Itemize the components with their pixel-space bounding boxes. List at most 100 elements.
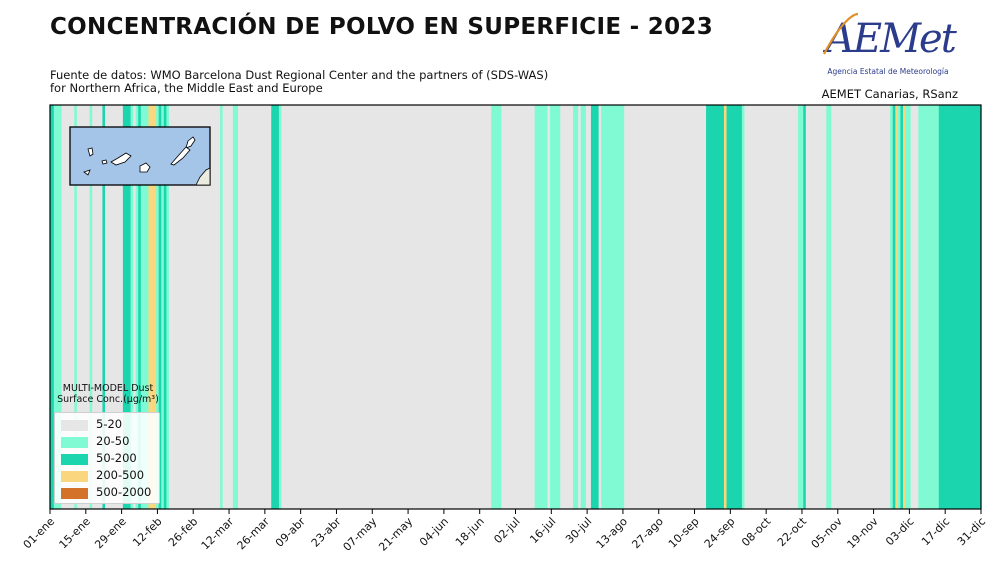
logo-wordmark: AEMet [822,16,958,62]
day-band [762,105,766,509]
day-band [867,105,871,509]
day-band [258,105,262,509]
gran-canaria-island [139,162,151,173]
day-band [764,105,768,509]
day-band [76,105,80,509]
day-band [261,105,264,509]
day-band [966,105,970,509]
la-gomera-island [101,159,108,165]
legend-swatch [61,437,88,448]
day-band [700,105,704,509]
day-band [933,105,937,509]
day-band [821,105,825,509]
la-palma-island [87,147,94,157]
x-tick-label: 19-nov [845,515,882,552]
day-band [381,105,385,509]
day-band [399,105,403,509]
day-band [478,105,482,509]
day-band [253,105,257,509]
day-band [856,105,860,509]
source-line-2: for Northern Africa, the Middle East and… [50,81,323,95]
day-band [419,105,423,509]
day-band [314,105,318,509]
day-band [757,105,761,509]
day-band [498,105,502,509]
day-band [803,105,807,509]
day-band [654,105,658,509]
day-band [524,105,528,509]
day-band [879,105,883,509]
day-band [168,105,172,509]
day-band [422,105,426,509]
day-band [532,105,536,509]
day-band [744,105,748,509]
day-band [64,105,68,509]
day-band [718,105,722,509]
day-band [890,105,894,509]
day-band [885,105,889,509]
x-tick-label: 17-dic [919,515,952,548]
tenerife-island [110,152,132,166]
day-band [910,105,914,509]
day-band [243,105,247,509]
day-band [204,105,208,509]
day-band [376,105,380,509]
day-band [846,105,850,509]
day-band [900,105,904,509]
day-band [191,105,195,509]
legend-label: 20-50 [96,434,130,448]
day-band [972,105,976,509]
day-band [174,105,178,509]
day-band [112,105,116,509]
day-band [496,105,500,509]
day-band [365,105,369,509]
day-band [166,105,170,509]
day-band [723,105,727,509]
day-band [56,105,60,509]
day-band [567,105,571,509]
day-band [565,105,569,509]
day-band [209,105,213,509]
day-band [125,105,129,509]
x-tick-label: 01-ene [21,515,58,552]
day-band [793,105,796,509]
day-band [772,105,776,509]
day-band [672,105,676,509]
day-band [104,105,108,509]
day-band [197,105,201,509]
day-band [813,105,817,509]
day-band [138,105,142,509]
day-band [271,105,275,509]
day-band [585,105,589,509]
day-band [501,105,505,509]
day-band [89,105,93,509]
day-band [639,105,643,509]
day-band [652,105,656,509]
day-band [268,105,272,509]
day-band [527,105,530,509]
day-band [432,105,436,509]
x-tick-label: 04-jun [417,515,451,549]
day-band [580,105,584,509]
day-band [414,105,418,509]
day-band [667,105,671,509]
day-band [143,105,147,509]
legend-title-line-2: Surface Conc.(µg/m³) [57,394,159,405]
day-band [902,105,906,509]
author-credit: AEMET Canarias, RSanz [821,87,958,101]
day-band [593,105,597,509]
day-band [647,105,651,509]
day-band [281,105,285,509]
legend-label: 5-20 [96,417,123,431]
day-band [698,105,702,509]
day-band [250,105,254,509]
day-band [340,105,344,509]
day-band [145,105,149,509]
day-band [240,105,244,509]
x-tick-label: 03-dic [883,515,916,548]
legend-label: 50-200 [96,451,137,465]
day-band [442,105,446,509]
day-band [923,105,927,509]
day-band [693,105,697,509]
day-band [493,105,497,509]
